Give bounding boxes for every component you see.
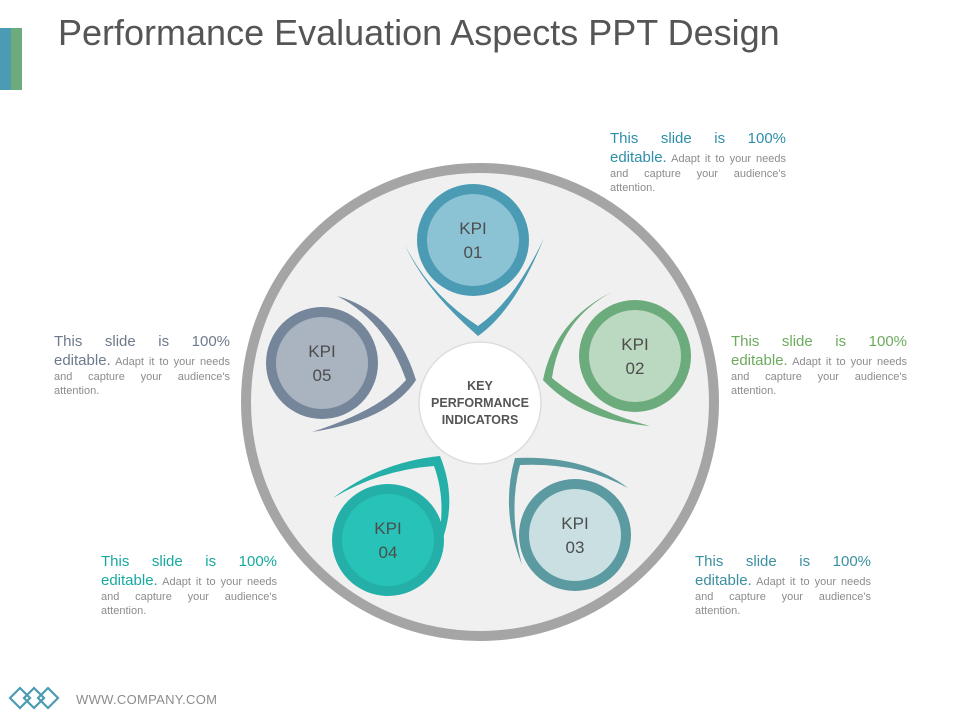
company-logo-icon: [8, 686, 60, 710]
kpi-02-disc: [589, 310, 681, 402]
center-circle: [418, 341, 542, 465]
center-line-3: INDICATORS: [442, 413, 519, 427]
kpi-02-description-body: Adapt it to your needs and capture your …: [731, 356, 908, 397]
kpi-03-description: This slide is 100% editable. Adapt it to…: [695, 552, 871, 618]
kpi-01-disc: [427, 194, 519, 286]
kpi-02-description: This slide is 100% editable. Adapt it to…: [731, 332, 907, 398]
kpi-03-number: 03: [566, 538, 585, 557]
title-accent-bar: [0, 28, 22, 90]
kpi-02-label: KPI: [621, 335, 648, 354]
kpi-01-label: KPI: [459, 219, 486, 238]
kpi-03-description-body: Adapt it to your needs and capture your …: [695, 576, 872, 617]
kpi-05-disc: [276, 317, 368, 409]
kpi-04-description-body: Adapt it to your needs and capture your …: [101, 576, 278, 617]
slide-title: Performance Evaluation Aspects PPT Desig…: [58, 12, 780, 53]
kpi-04-description: This slide is 100% editable. Adapt it to…: [101, 552, 277, 618]
kpi-05-description: This slide is 100% editable. Adapt it to…: [54, 332, 230, 398]
accent-bar-blue: [0, 28, 11, 90]
kpi-02-description-highlight: This slide is 100% editable.: [731, 333, 907, 369]
kpi-01-description-highlight: This slide is 100% editable.: [610, 130, 786, 166]
kpi-04-description-highlight: This slide is 100% editable.: [101, 553, 277, 589]
accent-bar-green: [11, 28, 22, 90]
kpi-01-number: 01: [464, 243, 483, 262]
kpi-02-swirl: [543, 292, 650, 426]
kpi-05-description-highlight: This slide is 100% editable.: [54, 333, 230, 369]
kpi-04-number: 04: [379, 543, 398, 562]
center-line-1: KEY: [467, 379, 493, 393]
footer-website: WWW.COMPANY.COM: [76, 692, 218, 707]
kpi-02-number: 02: [626, 359, 645, 378]
center-line-2: PERFORMANCE: [431, 396, 529, 410]
kpi-05-description-body: Adapt it to your needs and capture your …: [54, 356, 231, 397]
kpi-05-number: 05: [313, 366, 332, 385]
kpi-05-swirl: [312, 296, 416, 432]
kpi-01-description-body: Adapt it to your needs and capture your …: [610, 153, 787, 194]
kpi-05-label: KPI: [308, 342, 335, 361]
kpi-03-label: KPI: [561, 514, 588, 533]
kpi-04-label: KPI: [374, 519, 401, 538]
kpi-04-swirl: [333, 456, 450, 562]
kpi-04-disc: [342, 494, 434, 586]
kpi-03-description-highlight: This slide is 100% editable.: [695, 553, 871, 589]
kpi-01-swirl: [405, 238, 544, 336]
kpi-03-disc: [529, 489, 621, 581]
kpi-01-description: This slide is 100% editable. Adapt it to…: [610, 129, 786, 195]
